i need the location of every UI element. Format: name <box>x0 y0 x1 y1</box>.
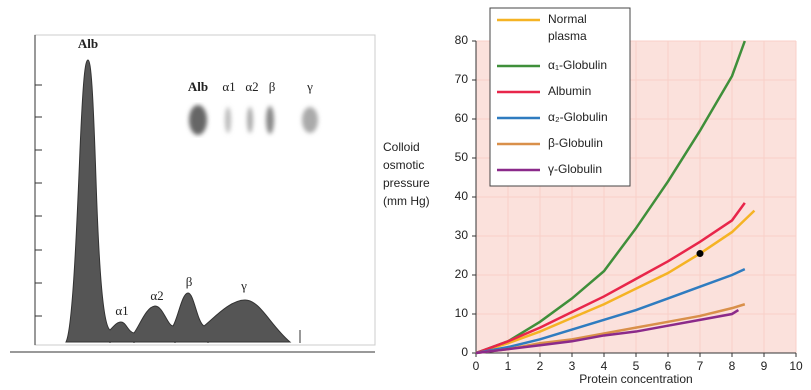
legend-label: α₂-Globulin <box>548 110 608 124</box>
peak-label: α1 <box>115 303 128 318</box>
peak-label: β <box>186 274 193 289</box>
legend-label: γ-Globulin <box>548 162 602 176</box>
legend-label: α₁-Globulin <box>548 58 607 72</box>
y-tick-label: 0 <box>461 345 468 359</box>
x-tick-label: 1 <box>505 359 512 373</box>
peak-label: γ <box>240 278 247 293</box>
highlight-point <box>697 250 704 257</box>
y-tick-label: 70 <box>455 72 469 86</box>
band-label: α1 <box>222 79 235 94</box>
band-label: β <box>269 79 276 94</box>
x-tick-label: 8 <box>729 359 736 373</box>
band-label: α2 <box>245 79 258 94</box>
y-tick-label: 40 <box>455 189 469 203</box>
page: 0 10 20 30 40 50 60 70 80 0 1 2 3 4 5 6 7 8 9 10 Protein con… <box>0 0 811 390</box>
figure: 0 10 20 30 40 50 60 70 80 0 1 2 3 4 5 6 7 8 9 10 Protein con… <box>0 0 811 390</box>
y-tick-label: 10 <box>455 306 469 320</box>
x-tick-label: 5 <box>633 359 640 373</box>
y-tick-label: 80 <box>455 33 469 47</box>
x-tick-label: 4 <box>601 359 608 373</box>
y-axis-label: osmotic <box>383 158 424 172</box>
y-tick-label: 50 <box>455 150 469 164</box>
peak-label: Alb <box>78 36 98 51</box>
x-tick-label: 10 <box>789 359 803 373</box>
x-tick-label: 2 <box>537 359 544 373</box>
legend: Normal plasmaα₁-GlobulinAlbuminα₂-Globul… <box>490 8 630 186</box>
x-tick-label: 0 <box>473 359 480 373</box>
x-tick-label: 6 <box>665 359 672 373</box>
y-tick-label: 20 <box>455 267 469 281</box>
x-axis-label: Protein concentration <box>579 372 692 386</box>
y-tick-label: 30 <box>455 228 469 242</box>
x-tick-label: 3 <box>569 359 576 373</box>
legend-label: β-Globulin <box>548 136 603 150</box>
band-label: Alb <box>188 79 208 94</box>
chart: 0 10 20 30 40 50 60 70 80 0 1 2 3 4 5 6 7 8 9 10 Protein con… <box>383 8 803 386</box>
legend-label: Albumin <box>548 84 591 98</box>
x-tick-label: 7 <box>697 359 704 373</box>
y-axis-label: (mm Hg) <box>383 194 430 208</box>
x-tick-label: 9 <box>761 359 768 373</box>
y-tick-label: 60 <box>455 111 469 125</box>
peak-label: α2 <box>150 288 163 303</box>
y-axis-label: pressure <box>383 176 430 190</box>
band-label: γ <box>306 79 313 94</box>
y-axis-label: Colloid <box>383 140 420 154</box>
